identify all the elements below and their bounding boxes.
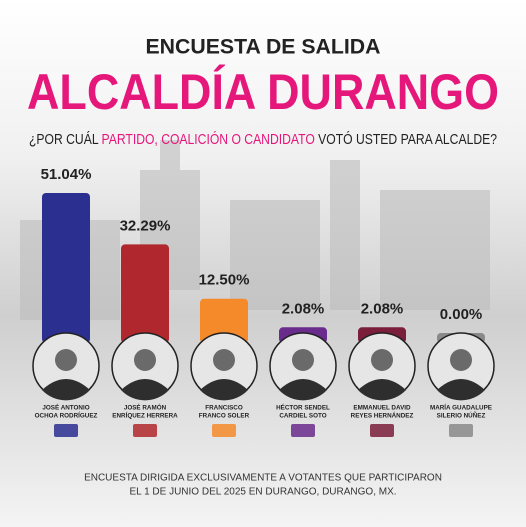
photo-head — [450, 349, 472, 371]
value-label: 51.04% — [41, 166, 92, 183]
candidate-name: JOSÉ RAMÓN — [124, 403, 167, 412]
candidate-name: JOSÉ ANTONIO — [42, 403, 89, 412]
value-label: 2.08% — [361, 300, 404, 317]
footnote: ENCUESTA DIRIGIDA EXCLUSIVAMENTE A VOTAN… — [84, 473, 442, 484]
photo-shoulders — [200, 379, 248, 401]
question-part: VOTÓ USTED PARA ALCALDE? — [318, 131, 497, 148]
bar — [42, 193, 90, 343]
photo-shoulders — [358, 379, 406, 401]
title: ENCUESTA DE SALIDA — [146, 36, 381, 59]
value-label: 0.00% — [440, 306, 483, 323]
candidate-name: SILERIO NÚÑEZ — [437, 411, 486, 420]
photo-shoulders — [437, 379, 485, 401]
candidate-name: MARÍA GUADALUPE — [430, 403, 492, 412]
value-label: 2.08% — [282, 300, 325, 317]
photo-shoulders — [121, 379, 169, 401]
party-logo — [212, 424, 236, 437]
party-logo — [133, 424, 157, 437]
candidate-name: EMMANUEL DAVID — [353, 405, 411, 412]
candidate-name: CARDIEL SOTO — [279, 413, 326, 420]
value-label: 12.50% — [199, 272, 250, 289]
photo-shoulders — [42, 379, 90, 401]
candidate-name: REYES HERNÁNDEZ — [351, 411, 414, 420]
photo-head — [55, 349, 77, 371]
question-part: ¿POR CUÁL — [29, 131, 98, 148]
value-label: 32.29% — [120, 217, 171, 234]
subtitle: ALCALDÍA DURANGO — [27, 64, 499, 120]
candidate-name: OCHOA RODRÍGUEZ — [35, 411, 98, 420]
bar — [121, 244, 169, 343]
party-logo — [370, 424, 394, 437]
question-highlight: PARTIDO, COALICIÓN O CANDIDATO — [102, 131, 315, 148]
candidate-name: FRANCISCO — [205, 405, 243, 412]
footnote: EL 1 DE JUNIO DEL 2025 EN DURANGO, DURAN… — [129, 487, 396, 498]
photo-head — [134, 349, 156, 371]
candidate-name: HÉCTOR SENDEL — [276, 403, 330, 412]
photo-head — [292, 349, 314, 371]
candidate-name: FRANCO SOLER — [199, 413, 250, 420]
party-logo — [291, 424, 315, 437]
question: ¿POR CUÁL PARTIDO, COALICIÓN O CANDIDATO… — [29, 131, 497, 148]
photo-head — [213, 349, 235, 371]
photo-shoulders — [279, 379, 327, 401]
candidate-name: ENRÍQUEZ HERRERA — [112, 411, 178, 420]
party-logo — [54, 424, 78, 437]
photo-head — [371, 349, 393, 371]
party-logo — [449, 424, 473, 437]
bar — [200, 298, 248, 343]
